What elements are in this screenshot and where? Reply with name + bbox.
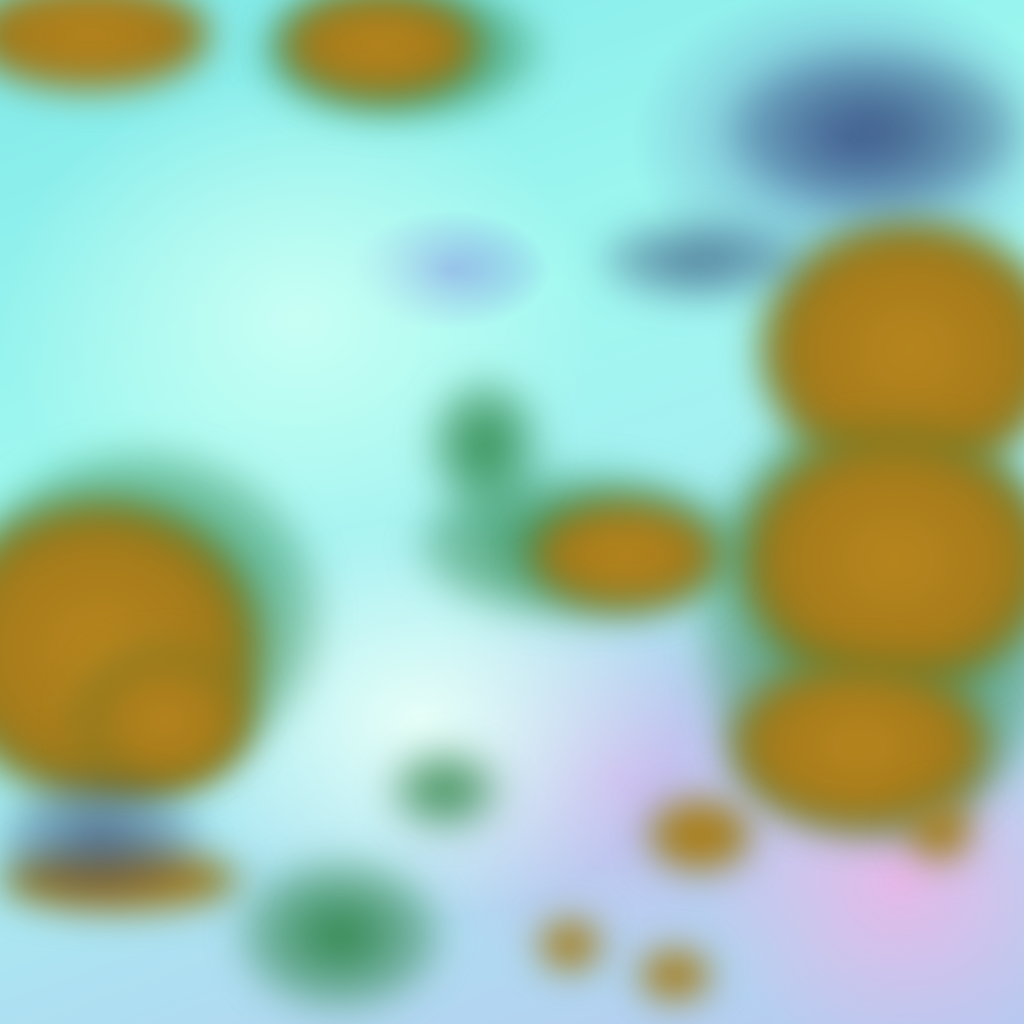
cloud-cluster bbox=[240, 860, 440, 1010]
cloud-mass-east bbox=[740, 430, 1024, 690]
cloud-cluster bbox=[540, 920, 600, 970]
cloud-cluster bbox=[390, 750, 500, 830]
cloud-cluster bbox=[650, 800, 750, 870]
cloud-streaks bbox=[600, 220, 800, 300]
cloud-mass-north bbox=[280, 0, 480, 100]
cloud-streaks bbox=[0, 780, 200, 900]
cloud-mass-west-lobe bbox=[80, 650, 250, 790]
cloud-band-core bbox=[530, 500, 720, 610]
cloud-cluster bbox=[910, 800, 970, 860]
cloud-mass-northwest bbox=[0, 0, 210, 90]
cloud-streaks-northeast bbox=[730, 50, 1020, 210]
cloud-cluster bbox=[640, 950, 710, 1000]
cloud-arc bbox=[430, 380, 540, 510]
